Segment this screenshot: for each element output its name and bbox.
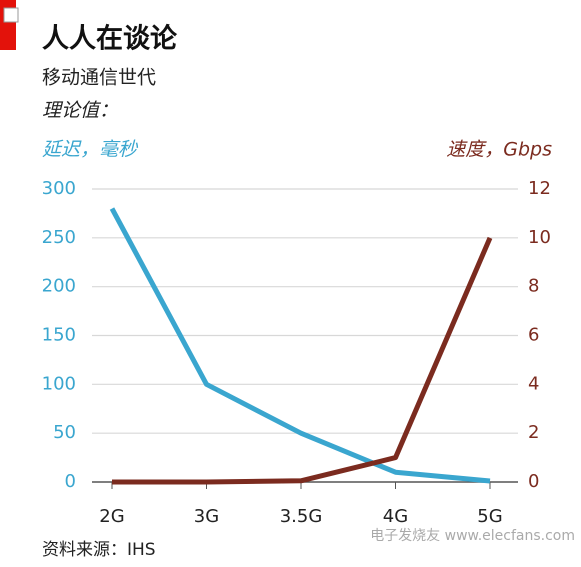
series-line [112,236,493,485]
x-tick-label: 5G [477,506,502,527]
y-tick-label: 0 [65,471,76,492]
y-tick-label: 50 [53,422,76,443]
x-tick-label: 2G [99,506,124,527]
y2-tick-label: 2 [528,422,539,443]
y-tick-label: 200 [42,276,76,297]
y2-tick-label: 4 [528,373,539,394]
y-axis-label: 延迟，毫秒 [42,139,139,161]
y2-tick-label: 12 [528,178,551,199]
series-line [109,207,491,484]
y-tick-label: 150 [42,325,76,346]
y2-axis-label: 速度，Gbps [446,139,552,161]
y2-tick-label: 6 [528,325,539,346]
chart-title: 人人在谈论 [42,24,178,55]
x-tick-label: 3G [194,506,219,527]
note: 理论值： [42,100,118,122]
y-tick-label: 300 [42,178,76,199]
y2-tick-label: 0 [528,471,539,492]
x-tick-label: 4G [383,506,408,527]
watermark: 电子发烧友 www.elecfans.com [370,528,575,544]
y-tick-label: 100 [42,373,76,394]
y-tick-label: 250 [42,227,76,248]
y2-tick-label: 10 [528,227,551,248]
y2-tick-label: 8 [528,276,539,297]
source: 资料来源：IHS [42,540,156,560]
corner-icon [3,7,19,23]
chart-subtitle: 移动通信世代 [42,67,156,89]
x-tick-label: 3.5G [280,506,323,527]
